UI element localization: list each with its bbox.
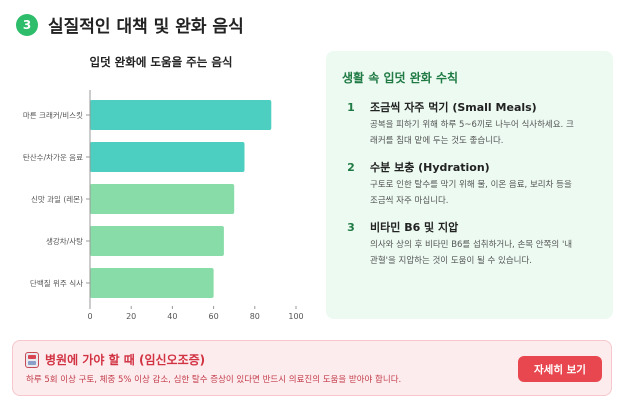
page-title: 실질적인 대책 및 완화 음식 (48, 17, 244, 37)
category-label: 마른 크래커/비스킷 (23, 110, 83, 120)
step-number-badge: 3 (16, 13, 38, 36)
chart-bar (90, 100, 272, 130)
alert-description: 하루 5회 이상 구토, 체중 5% 이상 감소, 심한 탈수 증상이 있다면 … (26, 375, 402, 385)
tip-heading: 수분 보충 (Hydration) (370, 161, 490, 174)
tip-number: 2 (347, 161, 355, 174)
tip-description: 공복을 피하기 위해 하루 5~6끼로 나누어 식사하세요. 크 래커를 침대 … (370, 117, 598, 149)
tip-heading: 비타민 B6 및 지압 (370, 221, 459, 234)
tip-line: 의사와 상의 후 비타민 B6를 섭취하거나, 손목 안쪽의 '내 (370, 240, 573, 250)
x-tick-label: 20 (126, 312, 136, 321)
tip-line: 조금씩 자주 마십니다. (370, 196, 449, 206)
tip-line: 공복을 피하기 위해 하루 5~6끼로 나누어 식사하세요. 크 (370, 120, 574, 130)
section-header: 3 실질적인 대책 및 완화 음식 (16, 12, 244, 37)
x-tick-label: 60 (209, 312, 219, 321)
chart-bar (90, 268, 214, 298)
hospital-alert: 병원에 가야 할 때 (임신오조증) 하루 5회 이상 구토, 체중 5% 이상… (12, 340, 612, 396)
category-label: 단백질 위주 식사 (30, 278, 83, 288)
tip-line: 래커를 침대 맡에 두는 것도 좋습니다. (370, 136, 504, 146)
tip-heading: 조금씩 자주 먹기 (Small Meals) (370, 101, 537, 114)
chart-bar (90, 142, 245, 172)
details-button[interactable]: 자세히 보기 (518, 356, 602, 382)
alert-title: 병원에 가야 할 때 (임신오조증) (45, 353, 206, 367)
tip-number: 1 (347, 101, 355, 114)
chart-bar (90, 226, 224, 256)
category-label: 신맛 과일 (레몬) (31, 194, 83, 204)
tip-line: 구토로 인한 탈수를 막기 위해 물, 이온 음료, 보리차 등을 (370, 180, 572, 190)
chart-bar (90, 184, 235, 214)
x-tick-label: 80 (250, 312, 260, 321)
category-label: 탄산수/차가운 음료 (23, 152, 83, 162)
x-tick-label: 0 (87, 312, 92, 321)
category-label: 생강차/사탕 (46, 236, 83, 246)
tip-number: 3 (347, 221, 355, 234)
x-tick-label: 100 (288, 312, 303, 321)
hospital-icon (25, 352, 39, 368)
tip-line: 관혈'을 지압하는 것이 도움이 될 수 있습니다. (370, 256, 533, 266)
tips-title: 생활 속 입덧 완화 수칙 (342, 71, 459, 85)
chart-title: 입덧 완화에 도움을 주는 음식 (89, 55, 233, 69)
x-tick-label: 40 (167, 312, 177, 321)
tips-card: 생활 속 입덧 완화 수칙 1 조금씩 자주 먹기 (Small Meals) … (326, 51, 613, 319)
tip-description: 구토로 인한 탈수를 막기 위해 물, 이온 음료, 보리차 등을 조금씩 자주… (370, 177, 598, 209)
tip-description: 의사와 상의 후 비타민 B6를 섭취하거나, 손목 안쪽의 '내 관혈'을 지… (370, 237, 598, 269)
